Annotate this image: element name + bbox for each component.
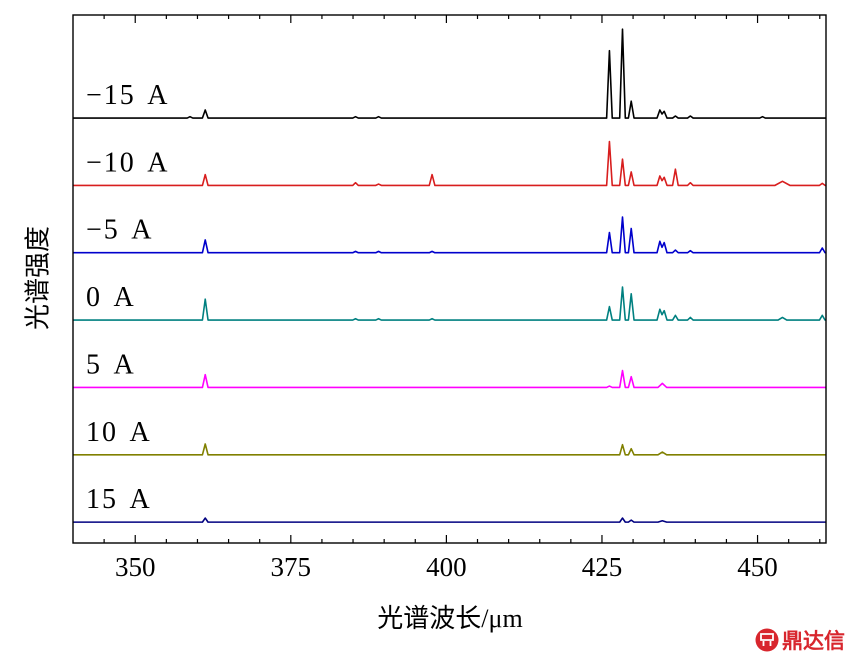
plot-frame [72, 14, 827, 544]
series-labels: −15 A −10 A −5 A 0 A 5 A 10 A 15 A [86, 80, 169, 515]
spectrum-line-minus5a [73, 216, 826, 254]
spectrum-line-minus15a [73, 28, 826, 119]
x-tick-label: 425 [582, 552, 623, 582]
series-label-10a: 10 A [86, 417, 152, 448]
x-tick-label: 375 [271, 552, 312, 582]
x-ticks [103, 15, 821, 543]
watermark: 鼎达信 [755, 628, 845, 653]
series-label-minus5a: −5 A [86, 215, 153, 246]
spectrum-line-15a [73, 517, 826, 523]
watermark-text: 鼎达信 [782, 629, 845, 653]
series-lines [73, 28, 826, 523]
spectrum-line-0a [73, 286, 826, 321]
spectrum-line-10a [73, 443, 826, 456]
series-label-0a: 0 A [86, 282, 136, 313]
series-label-minus15a: −15 A [86, 80, 169, 111]
series-label-minus10a: −10 A [86, 147, 169, 178]
y-axis-label: 光谱强度 [24, 226, 53, 330]
x-tick-label: 350 [115, 552, 156, 582]
series-label-15a: 15 A [86, 484, 152, 515]
x-axis-label: 光谱波长/μm [377, 604, 522, 633]
series-label-5a: 5 A [86, 349, 136, 380]
x-tick-label: 400 [426, 552, 467, 582]
x-tick-label: 450 [737, 552, 778, 582]
spectrum-line-5a [73, 369, 826, 389]
spectrum-line-minus10a [73, 140, 826, 187]
x-tick-labels: 350 375 400 425 450 [115, 552, 778, 582]
logo-glyph-icon [760, 633, 774, 646]
